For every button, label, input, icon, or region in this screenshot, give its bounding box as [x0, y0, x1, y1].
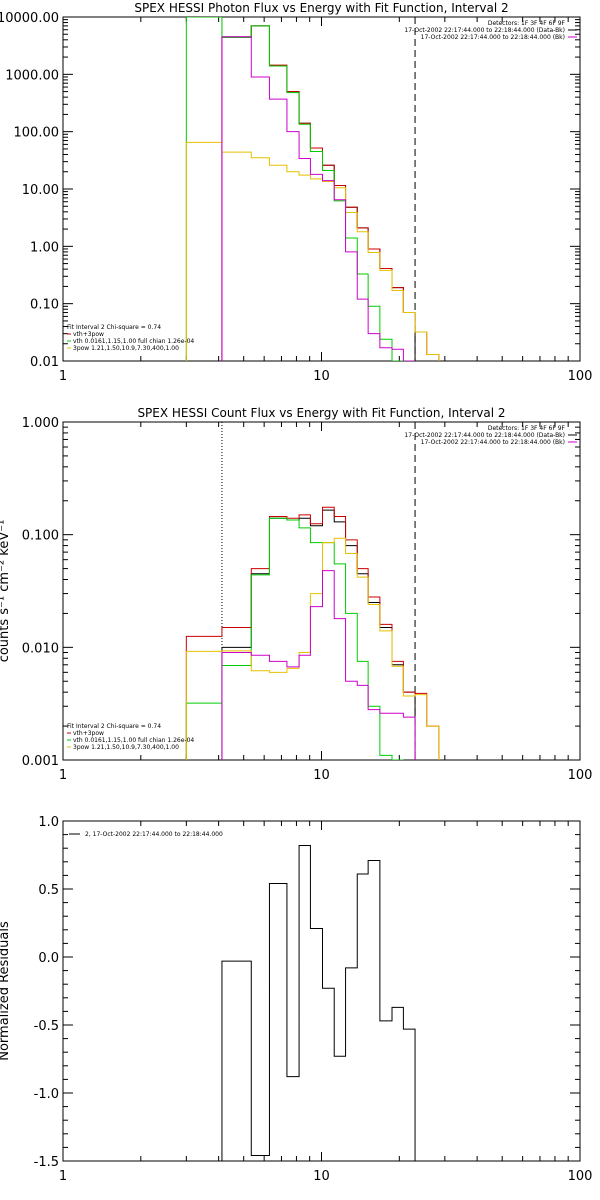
series-line	[185, 517, 404, 760]
y-tick-label: 0.5	[38, 883, 59, 898]
y-tick-label: 0.010	[22, 641, 59, 656]
y-tick-label: 0.01	[30, 355, 59, 370]
series-group	[185, 17, 440, 361]
legend-text: vth+3pow	[73, 331, 104, 338]
y-tick-label: 1.0	[38, 815, 59, 830]
y-tick-label: 10000.00	[0, 11, 59, 26]
legend-text: Fit Interval 2 Chi-square = 0.74	[67, 723, 161, 730]
y-axis-label: counts s⁻¹ cm⁻² keV⁻¹	[0, 520, 12, 663]
y-tick-label: 10.00	[22, 183, 59, 198]
series-line	[185, 537, 440, 760]
y-tick-label: -1.5	[34, 1155, 59, 1170]
x-tick-label: 100	[568, 768, 593, 783]
series-group	[185, 506, 440, 760]
info-text: 17-Oct-2002 22:17:44.000 to 22:18:44.000…	[404, 27, 565, 34]
count-flux-panel: SPEX HESSI Count Flux vs Energy with Fit…	[0, 406, 592, 783]
series-line	[221, 844, 416, 1161]
residuals-panel: Normalized Residuals 1 10 100 1.0 0.5 0.0 -0.5 -…	[0, 815, 592, 1184]
chart-title: SPEX HESSI Photon Flux vs Energy with Fi…	[134, 1, 508, 15]
y-tick-label: 1000.00	[5, 68, 59, 83]
x-tick-label: 1	[59, 369, 67, 384]
series-line	[185, 17, 404, 361]
legend-text: vth+3pow	[73, 730, 104, 737]
info-text: Detectors: 1F 3F 4F 6F 9F	[488, 425, 566, 432]
x-tick-label: 10	[313, 1169, 330, 1184]
legend-text: 2, 17-Oct-2002 22:17:44.000 to 22:18:44.…	[85, 831, 223, 838]
series-line	[185, 506, 440, 760]
series-line	[221, 36, 416, 361]
legend-text: Fit Interval 2 Chi-square = 0.74	[67, 324, 161, 331]
y-tick-label: 1.00	[30, 240, 59, 255]
x-tick-label: 100	[568, 1169, 593, 1184]
y-tick-label: 1.000	[22, 416, 59, 431]
y-tick-label: 0.100	[22, 529, 59, 544]
series-line	[221, 570, 416, 760]
y-tick-label: 0.001	[22, 754, 59, 769]
x-tick-label: 1	[59, 1169, 67, 1184]
plot-frame	[62, 421, 581, 761]
chart-title: SPEX HESSI Count Flux vs Energy with Fit…	[137, 406, 505, 420]
y-tick-label: 100.00	[14, 126, 60, 141]
y-tick-label: 0.0	[38, 951, 59, 966]
series-line	[185, 141, 440, 361]
series-line	[221, 25, 440, 361]
plot-frame	[62, 820, 581, 1162]
y-tick-label: -0.5	[34, 1019, 59, 1034]
legend-text: vth 0.0161,1.15,1.00 full chian 1.26e-04	[73, 737, 194, 744]
series-group	[221, 844, 416, 1161]
legend-text: 3pow 1.21,1.50,10.9,7.30,400,1.00	[73, 345, 179, 352]
plot-frame	[62, 16, 581, 362]
y-tick-label: -1.0	[34, 1087, 59, 1102]
y-tick-label: 0.10	[30, 298, 59, 313]
legend-text: vth 0.0161,1.15,1.00 full chian 1.26e-04	[73, 338, 194, 345]
x-tick-label: 100	[568, 369, 593, 384]
info-text: 17-Oct-2002 22:17:44.000 to 22:18:44.000…	[421, 439, 565, 446]
x-tick-label: 10	[313, 768, 330, 783]
legend-text: 3pow 1.21,1.50,10.9,7.30,400,1.00	[73, 744, 179, 751]
x-tick-label: 1	[59, 768, 67, 783]
info-text: 17-Oct-2002 22:17:44.000 to 22:18:44.000…	[404, 432, 565, 439]
y-axis-label: Normalized Residuals	[0, 921, 12, 1061]
info-text: Detectors: 1F 3F 4F 6F 9F	[488, 20, 566, 27]
photon-flux-panel: SPEX HESSI Photon Flux vs Energy with Fi…	[0, 1, 592, 384]
info-text: 17-Oct-2002 22:17:44.000 to 22:18:44.000…	[421, 34, 565, 41]
x-tick-label: 10	[313, 369, 330, 384]
